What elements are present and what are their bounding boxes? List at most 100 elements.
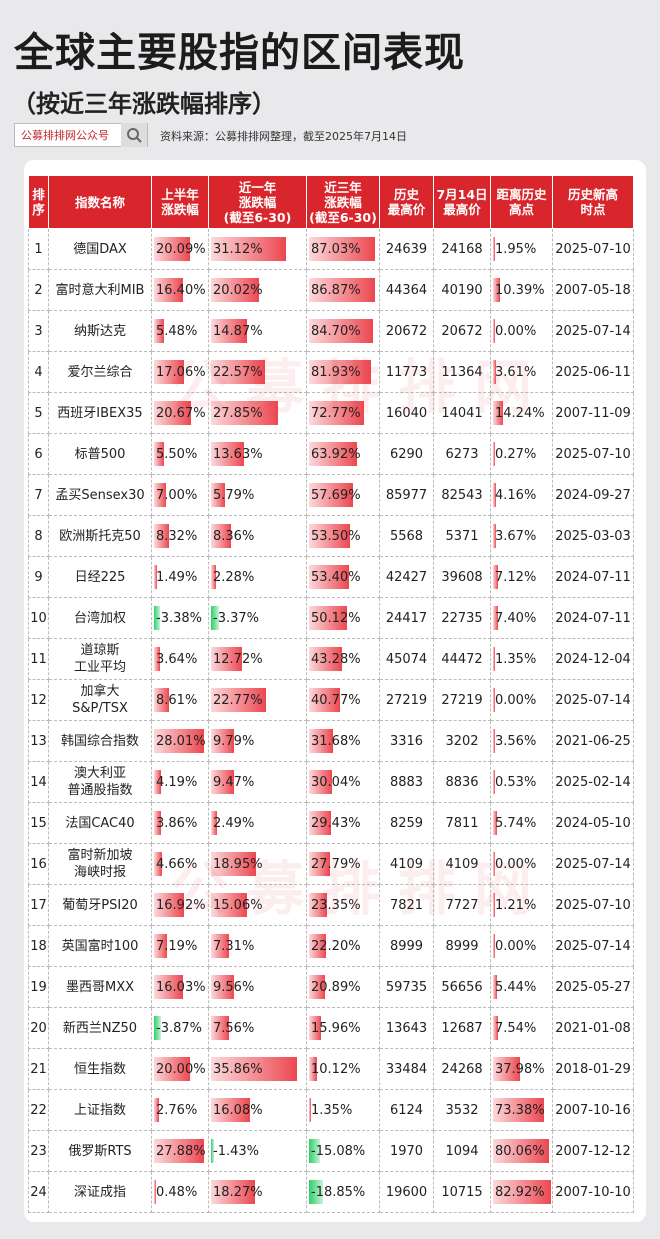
value-bar [154, 688, 170, 712]
cell: 3.61% [490, 351, 553, 393]
cell: 0.00% [490, 843, 553, 885]
cell-text: 10.39% [495, 282, 545, 298]
value-bar [493, 770, 495, 794]
table-row: 4 爱尔兰综合 17.06% 22.57% 81.93% 11773 11364 3.61% 2… [28, 351, 634, 393]
cell-text: 7.12% [495, 569, 537, 585]
cell: 45074 [379, 638, 434, 680]
cell-text: 27.88% [156, 1143, 206, 1159]
cell-text: 40.77% [311, 692, 361, 708]
cell: 29.43% [306, 802, 380, 844]
cell: 85977 [379, 474, 434, 516]
value-bar [154, 1098, 159, 1122]
value-bar [493, 729, 496, 753]
cell: 2024-09-27 [552, 474, 634, 516]
cell: 10.12% [306, 1048, 380, 1090]
cell: 8836 [433, 761, 491, 803]
cell-text: 87.03% [311, 241, 361, 257]
cell: 28.01% [151, 720, 209, 762]
cell-text: 15.06% [213, 897, 263, 913]
cell: 2025-07-10 [552, 433, 634, 475]
value-bar [493, 360, 496, 384]
cell: 73.38% [490, 1089, 553, 1131]
cell: 富时新加坡 海峡时报 [48, 843, 152, 885]
search-box[interactable]: 公募排排网公众号 [14, 123, 148, 147]
cell: 3202 [433, 720, 491, 762]
cell-text: 72.77% [311, 405, 361, 421]
cell: 6 [28, 433, 49, 475]
cell: 23 [28, 1130, 49, 1172]
cell: 86.87% [306, 269, 380, 311]
cell-text: 7.54% [495, 1020, 537, 1036]
cell: 9.56% [208, 966, 307, 1008]
value-bar [154, 360, 185, 384]
cell-text: 1.35% [495, 651, 537, 667]
cell: 33484 [379, 1048, 434, 1090]
cell: 2007-12-12 [552, 1130, 634, 1172]
value-bar [493, 1016, 499, 1040]
cell: 20672 [379, 310, 434, 352]
cell: 7.00% [151, 474, 209, 516]
cell-text: -3.38% [156, 610, 202, 626]
cell-text: 22.57% [213, 364, 263, 380]
value-bar [211, 852, 257, 876]
cell-text: 0.48% [156, 1184, 198, 1200]
column-header: 排 序 [28, 175, 49, 229]
value-bar [211, 770, 234, 794]
cell: 0.53% [490, 761, 553, 803]
cell: 3532 [433, 1089, 491, 1131]
cell-text: 43.28% [311, 651, 361, 667]
search-icon[interactable] [121, 123, 147, 147]
cell: 39608 [433, 556, 491, 598]
cell: 6290 [379, 433, 434, 475]
value-bar [211, 524, 232, 548]
value-bar [211, 483, 225, 507]
source: 资料来源：公募排排网整理，截至2025年7月14日 [160, 130, 407, 143]
cell-text: 13.63% [213, 446, 263, 462]
cell: 59735 [379, 966, 434, 1008]
cell: 16.08% [208, 1089, 307, 1131]
cell: 深证成指 [48, 1171, 152, 1213]
cell: 21 [28, 1048, 49, 1090]
cell: -1.43% [208, 1130, 307, 1172]
cell: 11773 [379, 351, 434, 393]
cell: 24268 [433, 1048, 491, 1090]
column-header: 历史 最高价 [379, 175, 434, 229]
cell-text: 30.04% [311, 774, 361, 790]
cell: 5.79% [208, 474, 307, 516]
cell-text: 7.31% [213, 938, 255, 954]
cell-text: 9.47% [213, 774, 255, 790]
cell: 上证指数 [48, 1089, 152, 1131]
value-bar [309, 360, 372, 384]
table-row: 5 西班牙IBEX35 20.67% 27.85% 72.77% 16040 14041 14… [28, 392, 634, 434]
value-bar [309, 1139, 321, 1163]
cell: 标普500 [48, 433, 152, 475]
cell: 2.49% [208, 802, 307, 844]
cell-text: 50.12% [311, 610, 361, 626]
value-bar [309, 1180, 324, 1204]
value-bar [211, 606, 220, 630]
cell-text: 27.79% [311, 856, 361, 872]
value-bar [309, 442, 358, 466]
cell-text: 4.66% [156, 856, 198, 872]
cell: 加拿大 S&P/TSX [48, 679, 152, 721]
cell: 13 [28, 720, 49, 762]
cell: 德国DAX [48, 228, 152, 270]
value-bar [154, 934, 167, 958]
table-row: 8 欧洲斯托克50 8.32% 8.36% 53.50% 5568 5371 3.67% 202… [28, 515, 634, 557]
cell: 17 [28, 884, 49, 926]
cell: 9.47% [208, 761, 307, 803]
table-row: 22 上证指数 2.76% 16.08% 1.35% 6124 3532 73.38% 2007… [28, 1089, 634, 1131]
cell: 2024-05-10 [552, 802, 634, 844]
cell: -3.37% [208, 597, 307, 639]
cell-text: 0.00% [495, 692, 537, 708]
cell: 27.79% [306, 843, 380, 885]
cell: 2025-07-10 [552, 228, 634, 270]
cell: 澳大利亚 普通股指数 [48, 761, 152, 803]
value-bar [309, 688, 340, 712]
cell: 1.49% [151, 556, 209, 598]
cell: 2021-01-08 [552, 1007, 634, 1049]
cell: 57.69% [306, 474, 380, 516]
cell: 81.93% [306, 351, 380, 393]
cell: 40190 [433, 269, 491, 311]
cell-text: 3.67% [495, 528, 537, 544]
